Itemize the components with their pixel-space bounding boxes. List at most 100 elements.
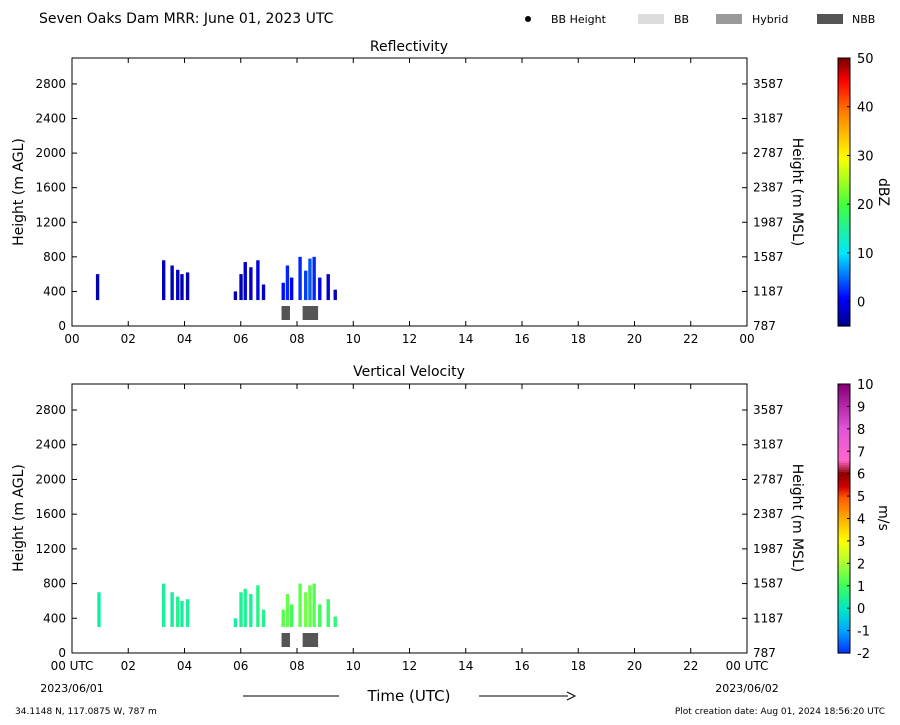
data-segment bbox=[162, 583, 166, 627]
colorbar-step bbox=[838, 473, 850, 477]
data-segment bbox=[285, 593, 290, 627]
colorbar-step bbox=[838, 637, 850, 641]
colorbar-step bbox=[838, 478, 850, 481]
colorbar-step bbox=[838, 198, 850, 202]
data-segment bbox=[312, 583, 316, 627]
colorbar-step bbox=[838, 422, 850, 425]
colorbar-tick-label: 5 bbox=[857, 490, 865, 505]
data-segment bbox=[304, 270, 308, 301]
colorbar-step bbox=[838, 91, 850, 95]
data-segment bbox=[281, 282, 285, 301]
y-tick-label-right: 787 bbox=[753, 319, 776, 333]
colorbar-step bbox=[838, 229, 850, 233]
colorbar-step bbox=[838, 122, 850, 126]
velocity-title: Vertical Velocity bbox=[353, 364, 465, 380]
colorbar-step bbox=[838, 314, 850, 318]
colorbar-step bbox=[838, 69, 850, 72]
data-segment bbox=[261, 284, 266, 301]
colorbar-step bbox=[838, 635, 850, 638]
colorbar-step bbox=[838, 285, 850, 289]
y-tick-label-right: 1987 bbox=[753, 542, 784, 556]
colorbar-step bbox=[838, 386, 850, 390]
colorbar-step bbox=[838, 570, 850, 573]
y-tick-label-right: 787 bbox=[753, 646, 776, 660]
x-tick-label: 20 bbox=[627, 659, 642, 673]
y-tick-label-left: 1600 bbox=[35, 507, 66, 521]
y-tick-label-left: 1200 bbox=[35, 215, 66, 229]
colorbar-step bbox=[838, 565, 850, 569]
time-arrow-head bbox=[566, 691, 577, 701]
colorbar-step bbox=[838, 317, 850, 320]
colorbar-step bbox=[838, 272, 850, 276]
x-tick-label: 00 bbox=[64, 332, 79, 346]
colorbar-step bbox=[838, 395, 850, 399]
location-text: 34.1148 N, 117.0875 W, 787 m bbox=[15, 707, 157, 717]
colorbar-step bbox=[838, 165, 850, 169]
colorbar-step bbox=[838, 214, 850, 218]
data-segment bbox=[298, 583, 302, 627]
colorbar-step bbox=[838, 646, 850, 650]
colorbar-step bbox=[838, 401, 850, 405]
reflectivity-colorbar-label: dBZ bbox=[875, 178, 891, 206]
data-segment bbox=[239, 592, 243, 627]
data-segment bbox=[308, 258, 312, 301]
colorbar-step bbox=[838, 514, 850, 517]
data-segment bbox=[176, 269, 180, 301]
y-tick-label-left: 400 bbox=[43, 284, 66, 298]
colorbar-step bbox=[838, 520, 850, 524]
colorbar-step bbox=[838, 129, 850, 133]
y-tick-label-right: 2787 bbox=[753, 472, 784, 486]
colorbar-step bbox=[838, 142, 850, 146]
x-tick-label: 12 bbox=[402, 659, 417, 673]
colorbar-step bbox=[838, 549, 850, 553]
colorbar-step bbox=[838, 540, 850, 544]
colorbar-step bbox=[838, 529, 850, 533]
y-tick-label-left: 400 bbox=[43, 611, 66, 625]
colorbar-step bbox=[838, 87, 850, 90]
colorbar-step bbox=[838, 628, 850, 632]
colorbar-step bbox=[838, 265, 850, 269]
colorbar-step bbox=[838, 223, 850, 227]
colorbar-step bbox=[838, 234, 850, 238]
data-segment bbox=[249, 267, 253, 301]
colorbar-step bbox=[838, 176, 850, 180]
colorbar-step bbox=[838, 610, 850, 614]
colorbar-step bbox=[838, 158, 850, 162]
colorbar-step bbox=[838, 534, 850, 538]
colorbar-step bbox=[838, 274, 850, 278]
colorbar-step bbox=[838, 62, 850, 66]
colorbar-step bbox=[838, 587, 850, 591]
colorbar-step bbox=[838, 545, 850, 549]
bb-legend: BB Height BB Hybrid NBB bbox=[525, 13, 875, 26]
colorbar-step bbox=[838, 384, 850, 387]
colorbar-step bbox=[838, 245, 850, 249]
colorbar-step bbox=[838, 621, 850, 625]
colorbar-step bbox=[838, 82, 850, 86]
colorbar-step bbox=[838, 254, 850, 258]
y-tick-label-right: 1987 bbox=[753, 215, 784, 229]
colorbar-step bbox=[838, 100, 850, 104]
colorbar-step bbox=[838, 491, 850, 495]
data-segment bbox=[281, 609, 285, 627]
colorbar-step bbox=[838, 263, 850, 267]
colorbar-step bbox=[838, 136, 850, 139]
colorbar-step bbox=[838, 194, 850, 198]
bb-height-marker bbox=[525, 16, 531, 22]
colorbar-step bbox=[838, 205, 850, 209]
reflectivity-colorbar: 0 10 20 30 40 50 bbox=[837, 52, 874, 327]
colorbar-step bbox=[838, 102, 850, 106]
colorbar-step bbox=[838, 554, 850, 558]
colorbar-step bbox=[838, 594, 850, 598]
data-segment bbox=[170, 592, 174, 627]
colorbar-step bbox=[838, 305, 850, 309]
colorbar-step bbox=[838, 500, 850, 504]
colorbar-step bbox=[838, 147, 850, 151]
x-tick-label: 10 bbox=[346, 659, 361, 673]
colorbar-step bbox=[838, 209, 850, 213]
colorbar-step bbox=[838, 160, 850, 164]
colorbar-step bbox=[838, 502, 850, 506]
colorbar-step bbox=[838, 556, 850, 560]
colorbar-step bbox=[838, 581, 850, 585]
colorbar-step bbox=[838, 469, 850, 473]
